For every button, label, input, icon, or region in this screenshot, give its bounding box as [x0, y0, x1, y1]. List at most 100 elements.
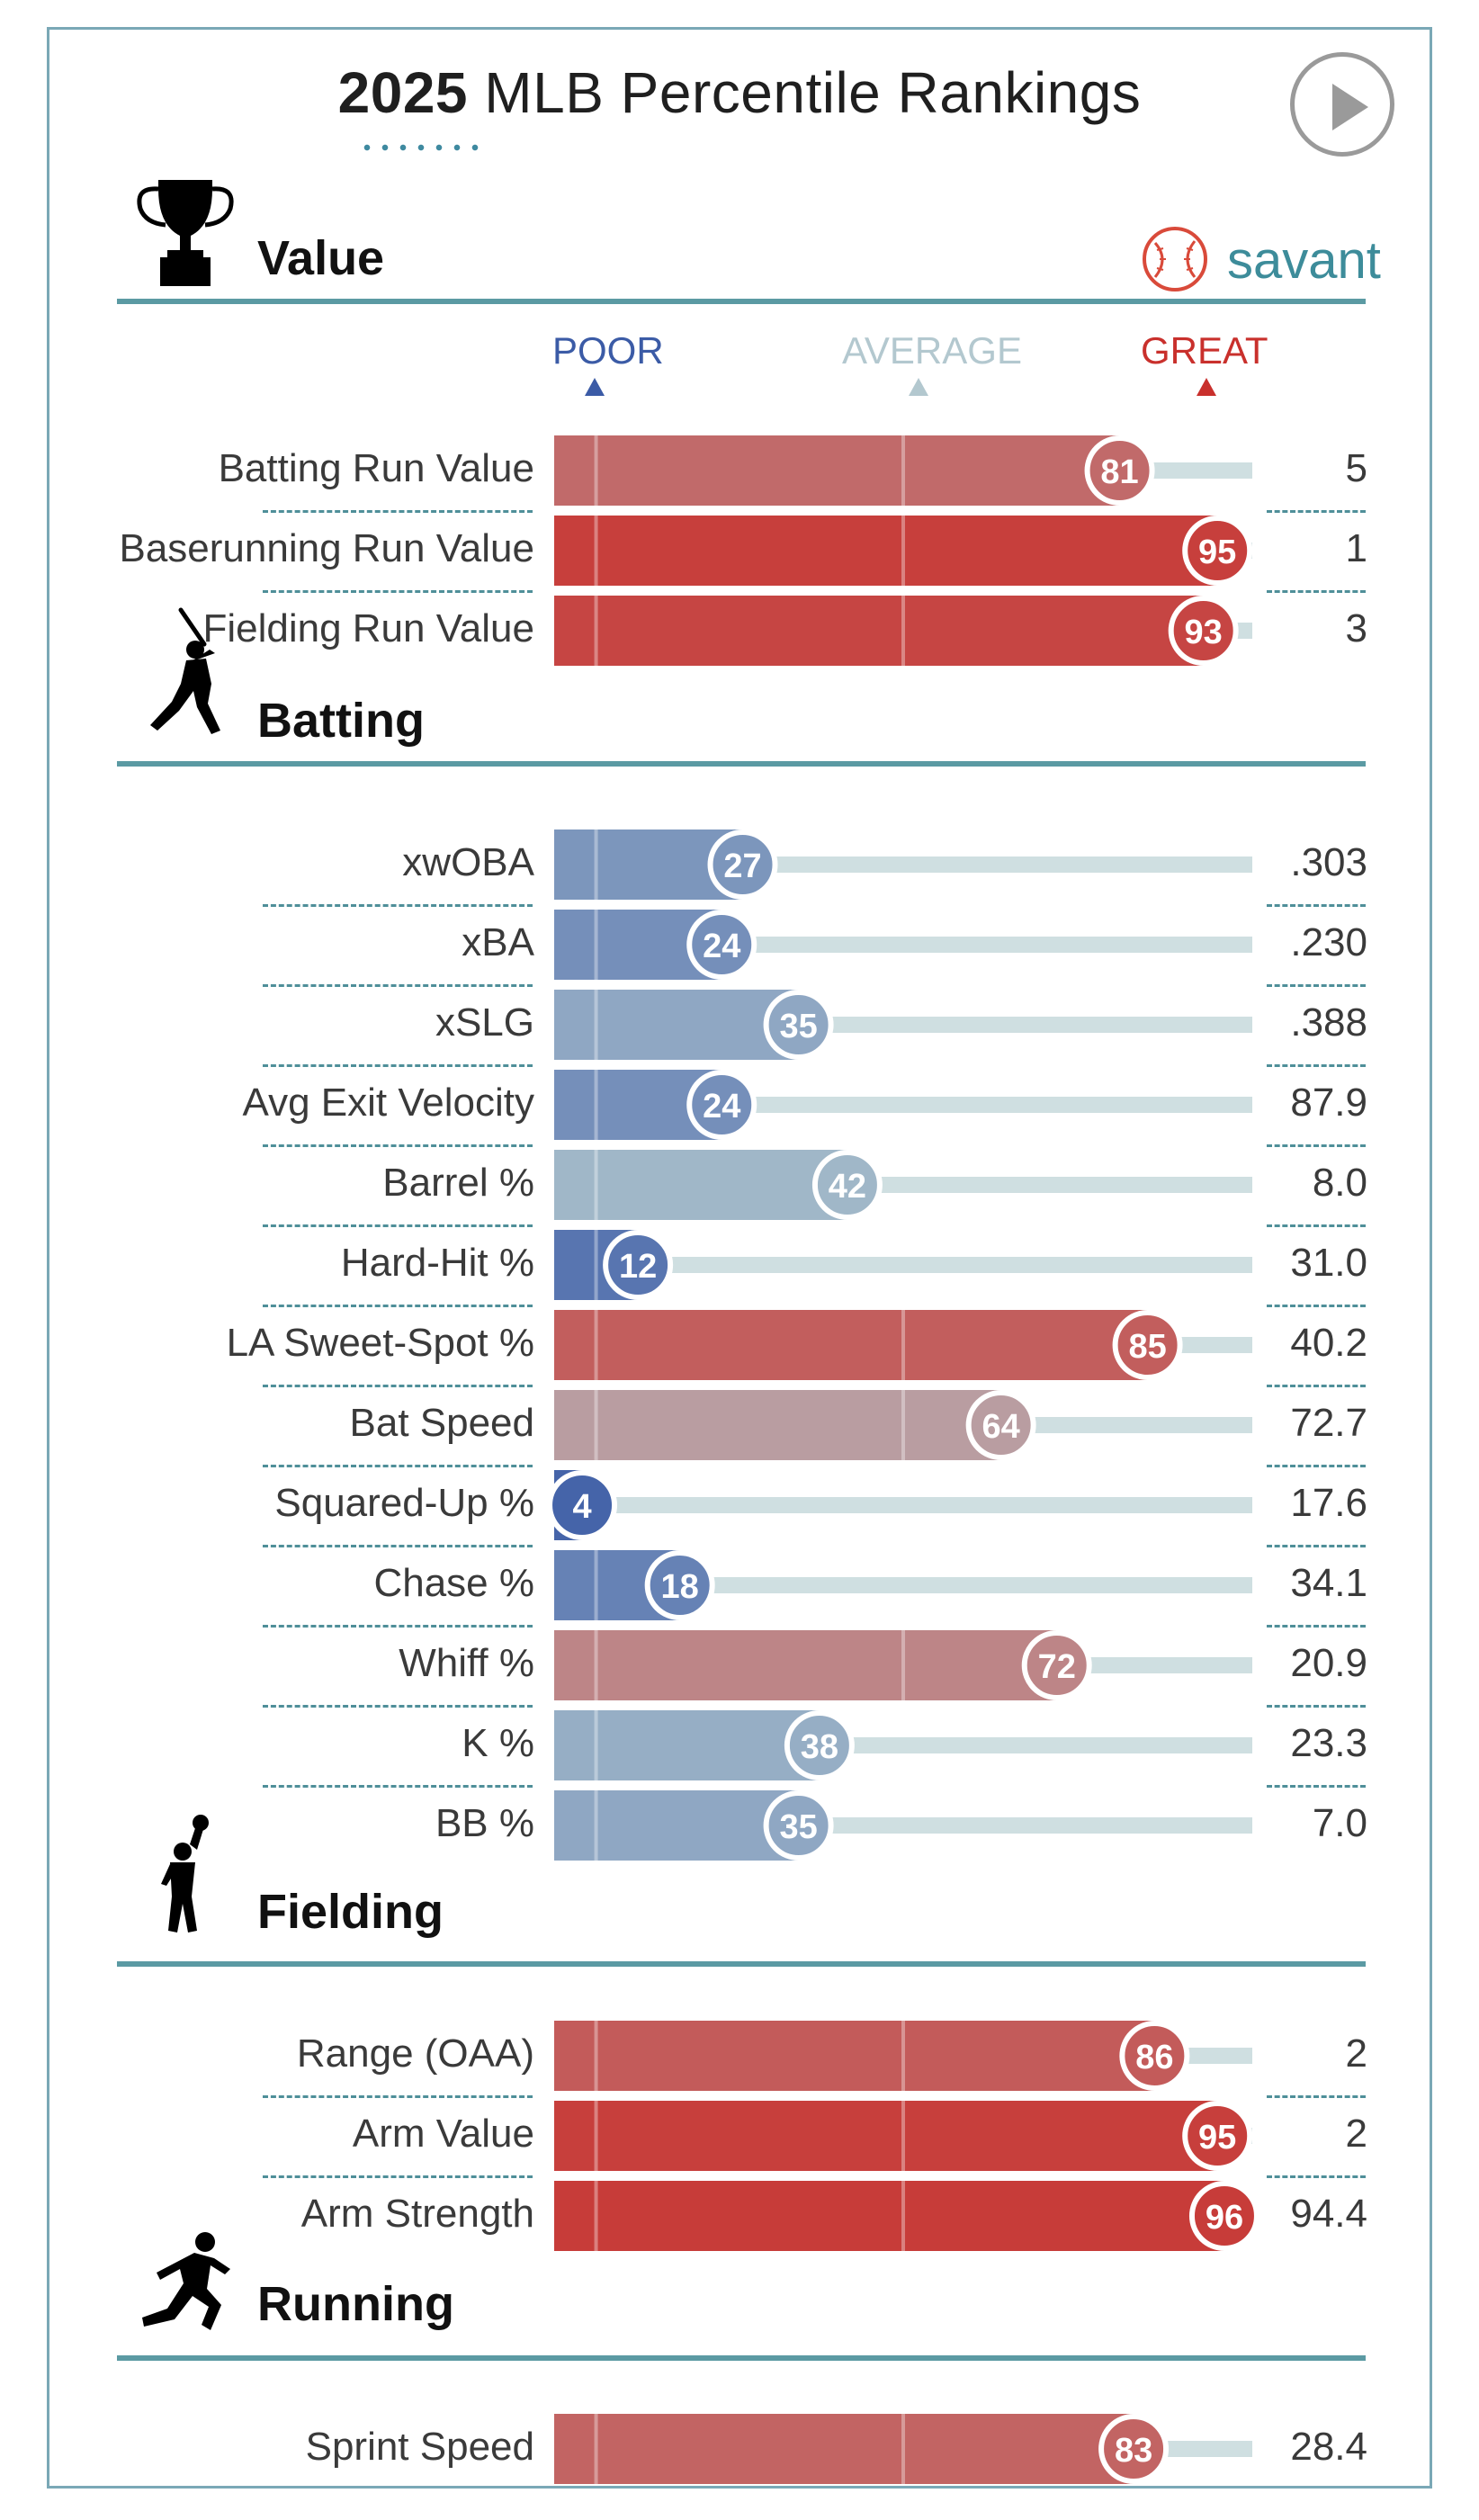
guide-line	[594, 2414, 598, 2484]
percentile-bar	[554, 2414, 1134, 2484]
percentile-bubble	[763, 1790, 834, 1861]
section-title-batting: Batting	[257, 694, 425, 748]
metric-value: 7.0	[1312, 1801, 1367, 1845]
section-title-fielding: Fielding	[257, 1885, 444, 1939]
metric-label: Chase %	[373, 1561, 534, 1605]
percentile-label: 35	[779, 1808, 817, 1846]
guide-line	[594, 990, 598, 1060]
row-separator	[263, 904, 533, 907]
metric-value: 23.3	[1290, 1721, 1367, 1765]
row-separator	[1267, 1305, 1366, 1307]
guide-line	[901, 2181, 905, 2251]
percentile-track	[554, 1577, 1252, 1593]
row-separator	[1267, 510, 1366, 513]
percentile-bubble	[686, 910, 757, 980]
percentile-bar	[554, 516, 1218, 586]
percentile-label: 96	[1206, 2199, 1243, 2237]
metric-label: LA Sweet-Spot %	[226, 1321, 534, 1365]
savant-brand-label: savant	[1227, 231, 1381, 290]
percentile-bubble	[811, 1150, 883, 1220]
guide-line	[594, 830, 598, 900]
guide-line	[594, 2101, 598, 2171]
metric-label: K %	[462, 1721, 534, 1765]
metric-value: 17.6	[1290, 1481, 1367, 1525]
section-rule-batting	[117, 761, 1366, 767]
play-button[interactable]	[1290, 52, 1394, 157]
metric-label: xwOBA	[402, 840, 534, 884]
row-separator	[263, 1224, 533, 1227]
percentile-label: 86	[1135, 2039, 1173, 2076]
guide-line	[594, 516, 598, 586]
row-separator	[263, 510, 533, 513]
guide-line	[901, 1310, 905, 1380]
guide-line	[594, 1630, 598, 1700]
percentile-bubble	[547, 1470, 618, 1540]
metric-label: Hard-Hit %	[340, 1241, 534, 1285]
guide-line	[901, 2101, 905, 2171]
percentile-bubble	[1084, 435, 1155, 506]
metric-value: .388	[1290, 1000, 1367, 1045]
percentile-label: 95	[1198, 2119, 1236, 2157]
row-separator	[1267, 1465, 1366, 1467]
legend-poor-label: POOR	[552, 329, 664, 372]
guide-line	[901, 435, 905, 506]
batter-icon	[150, 607, 220, 734]
row-separator	[263, 1385, 533, 1387]
metric-value: .303	[1290, 840, 1367, 884]
guide-line	[594, 1790, 598, 1861]
row-separator	[1267, 1064, 1366, 1067]
percentile-bubble	[1168, 596, 1239, 666]
percentile-bar	[554, 990, 799, 1060]
trophy-icon	[137, 180, 234, 286]
row-separator	[263, 590, 533, 593]
row-separator	[1267, 590, 1366, 593]
guide-line	[594, 1550, 598, 1620]
percentile-bubble	[707, 830, 778, 900]
row-separator	[1267, 904, 1366, 907]
metric-label: Batting Run Value	[218, 446, 534, 490]
section-rule-value	[117, 299, 1366, 304]
metric-value: .230	[1290, 920, 1367, 964]
fielder-icon	[161, 1815, 209, 1933]
legend-poor-marker	[585, 378, 605, 396]
percentile-label: 83	[1115, 2432, 1152, 2470]
metric-value: 20.9	[1290, 1641, 1367, 1685]
metric-value: 3	[1345, 606, 1367, 650]
row-separator	[263, 1465, 533, 1467]
guide-line	[901, 1390, 905, 1460]
runner-icon	[142, 2232, 230, 2330]
percentile-bar	[554, 2101, 1218, 2171]
row-separator	[1267, 1625, 1366, 1628]
row-separator	[1267, 1224, 1366, 1227]
guide-line	[594, 1230, 598, 1300]
guide-line	[594, 1150, 598, 1220]
percentile-bubble	[763, 990, 834, 1060]
percentile-bubble	[1119, 2021, 1190, 2091]
percentile-bubble	[1182, 2101, 1253, 2171]
metric-value: 87.9	[1290, 1081, 1367, 1125]
metric-label: Bat Speed	[349, 1401, 535, 1445]
guide-line	[901, 2414, 905, 2484]
metric-value: 1	[1345, 526, 1367, 570]
metric-label: BB %	[435, 1801, 534, 1845]
percentile-bar	[554, 1150, 847, 1220]
metric-value: 2	[1345, 2031, 1367, 2076]
section-rule-fielding	[117, 1961, 1366, 1967]
row-separator	[1267, 984, 1366, 987]
percentile-label: 12	[619, 1248, 657, 1286]
metric-label: Avg Exit Velocity	[242, 1081, 534, 1125]
percentile-bubble	[1182, 516, 1253, 586]
page-title: 2025 MLB Percentile Rankings	[0, 59, 1479, 126]
metric-label: Whiff %	[399, 1641, 534, 1685]
percentile-bubble	[1021, 1630, 1092, 1700]
row-separator	[1267, 2175, 1366, 2178]
percentile-bar	[554, 1390, 1001, 1460]
metric-value: 28.4	[1290, 2425, 1367, 2469]
guide-line	[594, 1710, 598, 1780]
percentile-bar	[554, 2181, 1224, 2251]
title-year: 2025	[337, 60, 469, 125]
row-separator	[263, 1625, 533, 1628]
metric-label: Sprint Speed	[305, 2425, 534, 2469]
guide-line	[594, 435, 598, 506]
row-separator	[263, 1545, 533, 1547]
